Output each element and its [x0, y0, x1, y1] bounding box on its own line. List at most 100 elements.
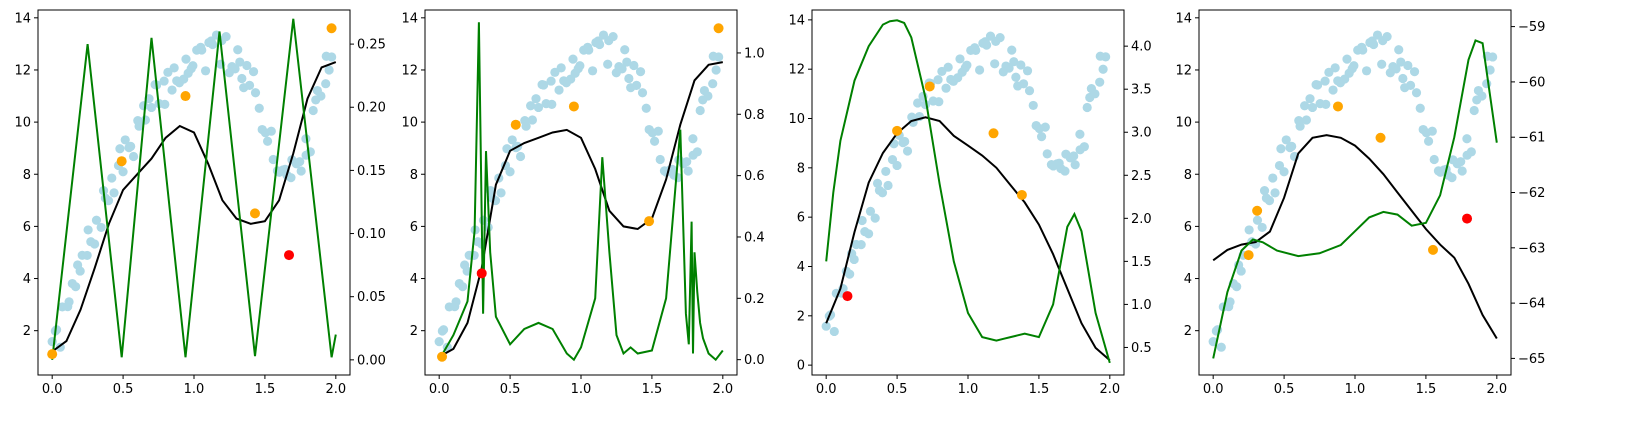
observed-point [1462, 134, 1472, 144]
observed-point [1264, 195, 1275, 206]
y-tick-label: 14 [1175, 11, 1192, 26]
observed-point [995, 33, 1005, 43]
observed-point [864, 229, 874, 239]
y2-tick-label: 2.0 [1131, 212, 1152, 227]
y2-tick-label: 0.20 [357, 101, 386, 116]
observed-point [1321, 99, 1331, 109]
observed-point [327, 52, 337, 62]
observed-point [637, 88, 648, 98]
observed-point [617, 64, 627, 74]
y-tick-label: 2 [797, 309, 805, 324]
observed-point [1082, 102, 1092, 113]
selected-point [510, 119, 521, 130]
y2-tick-label: 0.6 [744, 169, 765, 184]
observed-point [1485, 65, 1495, 75]
selected-point [568, 101, 579, 112]
observed-point [1095, 77, 1105, 87]
observed-point [1232, 282, 1242, 292]
observed-point [587, 66, 598, 76]
y-tick-label: 12 [14, 63, 31, 78]
x-tick-label: 1.5 [1416, 382, 1437, 397]
observed-point [883, 180, 893, 191]
observed-point [881, 166, 891, 177]
observed-point [237, 73, 247, 84]
plot-area [47, 18, 337, 360]
observed-point [688, 134, 698, 144]
observed-point [1427, 126, 1437, 136]
subplot-4: 0.0 0.5 1.0 1.5 2.0 2 4 6 8 10 12 14 −65 −64 −63 −62 −61… [1175, 9, 1545, 397]
observed-point [974, 65, 985, 75]
observed-point [496, 188, 506, 198]
observed-point [235, 57, 245, 67]
y2-tick-label: 0.10 [357, 227, 386, 242]
observed-point [451, 297, 461, 307]
y-tick-label: 8 [410, 168, 418, 183]
x-tick-label: 0.0 [816, 382, 837, 397]
acquisition-curve [438, 22, 724, 362]
y2-tick-label: 0.5 [1131, 341, 1152, 356]
observed-point [829, 326, 839, 337]
observed-point [1036, 132, 1047, 142]
y-tick-label: 4 [1184, 272, 1192, 287]
observed-point [1007, 45, 1017, 55]
observed-point [1328, 85, 1338, 95]
x-tick-label: 0.0 [1203, 382, 1224, 397]
observed-point [221, 31, 231, 42]
observed-point [1368, 39, 1379, 50]
observed-point [603, 59, 613, 69]
y2-tick-label: −59 [1518, 20, 1545, 35]
x-tick-label: 1.0 [184, 382, 205, 397]
observed-point [962, 60, 972, 70]
observed-point [128, 151, 139, 162]
observed-point [1018, 79, 1029, 89]
observed-point [200, 66, 211, 76]
observed-point [316, 91, 326, 101]
observed-point [1040, 122, 1050, 132]
observed-point [188, 61, 198, 71]
observed-point [1279, 167, 1289, 177]
y-tick-label: 6 [23, 220, 31, 235]
observed-point [533, 102, 544, 113]
x-tick-label: 2.0 [1486, 382, 1507, 397]
observed-point [990, 59, 1000, 69]
observed-point [902, 146, 913, 156]
observed-point [1075, 129, 1085, 139]
observed-point [546, 76, 556, 86]
y-tick-label: 2 [1184, 324, 1192, 339]
observed-point [521, 121, 531, 131]
y-tick-label: 4 [410, 272, 418, 287]
selected-point [924, 81, 935, 92]
observed-point [262, 136, 273, 146]
observed-point [1101, 52, 1111, 62]
observed-point [115, 144, 125, 154]
observed-point [620, 45, 630, 55]
observed-point [286, 173, 296, 183]
observed-point [1488, 52, 1498, 62]
observed-point [120, 135, 130, 145]
observed-point [1403, 60, 1413, 71]
observed-point [624, 73, 634, 84]
observed-point [629, 60, 639, 71]
observed-point [244, 80, 255, 91]
observed-point [505, 167, 515, 177]
observed-point [1069, 151, 1079, 161]
observed-point [1457, 166, 1467, 176]
x-tick-label: 2.0 [325, 382, 346, 397]
observed-point [1391, 64, 1401, 74]
next-point [476, 268, 487, 279]
y-tick-label: 8 [23, 168, 31, 183]
x-tick-label: 1.0 [958, 382, 979, 397]
observed-point [1456, 157, 1466, 167]
observed-point [181, 54, 191, 64]
selected-point [1243, 250, 1254, 261]
observed-point [96, 222, 106, 233]
selected-point [326, 23, 337, 34]
observed-point [1482, 79, 1492, 89]
y-tick-label: 4 [23, 272, 31, 287]
y-tick-label: 2 [23, 324, 31, 339]
y2-tick-label: −65 [1518, 352, 1545, 367]
observed-point [83, 225, 93, 235]
y-tick-label: 10 [1175, 116, 1192, 131]
y-tick-label: 14 [14, 11, 31, 26]
next-point [842, 291, 853, 302]
